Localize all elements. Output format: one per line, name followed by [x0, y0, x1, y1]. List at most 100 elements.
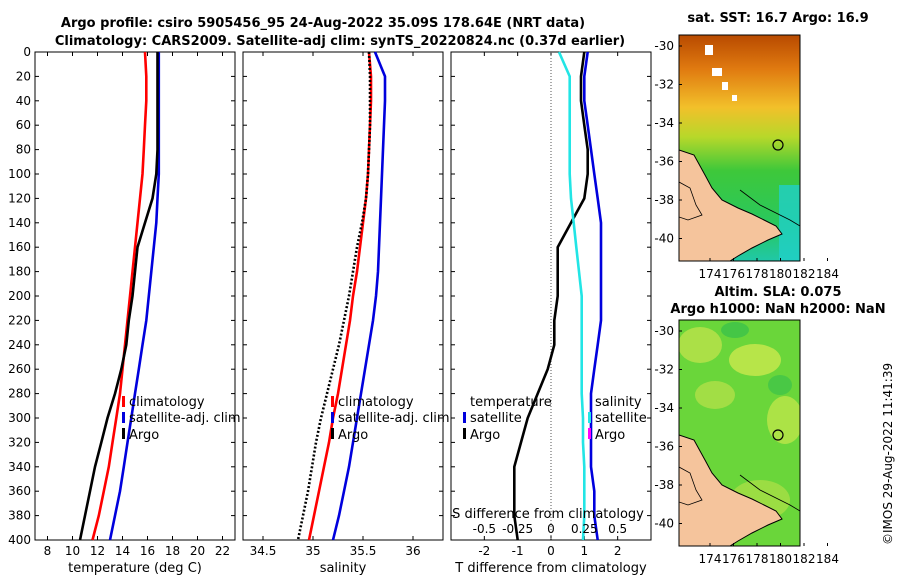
sst-missing-pixel	[732, 95, 737, 101]
series-line-s-satellite	[557, 51, 586, 541]
sla-lat-tick-label: -36	[654, 440, 674, 454]
legend-swatch-satellite	[331, 412, 334, 423]
legend-swatch-t-satellite	[463, 412, 466, 423]
y-tick-label: 80	[16, 143, 31, 157]
sst-lat-tick-label: -40	[654, 232, 674, 246]
sst-lon-tick-label: 176	[722, 267, 745, 281]
sst-lon-tick-label: 180	[769, 267, 792, 281]
sla-lat-tick-label: -30	[654, 324, 674, 338]
y-tick-label: 180	[8, 265, 31, 279]
x-tick-label: 14	[115, 544, 130, 558]
s-difference-axis-label: S difference from climatology	[452, 507, 644, 522]
y-tick-label: 100	[8, 167, 31, 181]
s-tick-label: -0.25	[502, 522, 533, 536]
sla-map-title2: Argo h1000: NaN h2000: NaN	[670, 302, 885, 317]
sla-lon-tick-label: 174	[699, 552, 722, 566]
legend-label-satellite: satellite-adj. clim	[338, 411, 450, 426]
sst-cool-patch	[779, 185, 800, 261]
legend-label-argo: Argo	[129, 428, 159, 443]
y-tick-label: 20	[16, 69, 31, 83]
y-tick-label: 380	[8, 509, 31, 523]
legend-swatch-satellite	[122, 412, 125, 423]
legend-swatch-s-argo	[588, 428, 591, 439]
argo-location-marker	[772, 139, 784, 151]
legend-swatch-t-argo	[463, 428, 466, 439]
depth-contour	[739, 474, 800, 512]
legend-label-satellite: satellite-adj. clim	[129, 411, 241, 426]
sla-map-frame	[678, 319, 801, 547]
y-tick-label: 240	[8, 338, 31, 352]
series-line-climatology	[91, 51, 148, 541]
series-line-climatology	[307, 51, 373, 541]
y-tick-label: 360	[8, 484, 31, 498]
sst-lon-tick-label: 174	[699, 267, 722, 281]
difference-panel: -2 -1 0 1 2 T difference from climatology	[450, 51, 652, 576]
x-axis-label: salinity	[320, 561, 367, 576]
sla-lon-tick-label: 176	[722, 552, 745, 566]
sst-lon-tick-label: 182	[793, 267, 816, 281]
y-tick-label: 60	[16, 118, 31, 132]
temperature-panel: 8 10 12 14 16 18 20 220204060801001201401601802…	[8, 45, 236, 576]
x-tick-label: 35	[305, 544, 320, 558]
difference-legend: temperature satellite Argo salinity sate…	[463, 395, 647, 443]
x-tick-label: 18	[165, 544, 180, 558]
sst-map: sat. SST: 16.7 Argo: 16.9	[678, 11, 869, 262]
legend-label-climatology: climatology	[129, 395, 205, 410]
legend-label-t-argo: Argo	[470, 428, 500, 443]
legend-label-s-argo: Argo	[595, 428, 625, 443]
x-tick-label: 16	[140, 544, 155, 558]
y-tick-label: 120	[8, 191, 31, 205]
x-tick-label: 12	[90, 544, 105, 558]
sla-map: Altim. SLA: 0.075 Argo h1000: NaN h2000:…	[670, 285, 886, 547]
sst-lat-tick-label: -38	[654, 193, 674, 207]
x-tick-label: 8	[44, 544, 52, 558]
s-tick-label: -0.5	[473, 522, 496, 536]
x-tick-label: 22	[215, 544, 230, 558]
y-tick-label: 40	[16, 94, 31, 108]
kermadec-islands	[816, 30, 833, 74]
y-tick-label: 220	[8, 313, 31, 327]
series-line-argo	[296, 51, 372, 541]
legend-swatch-argo	[331, 428, 334, 439]
sla-lon-tick-label: 178	[746, 552, 769, 566]
sst-lat-tick-label: -36	[654, 155, 674, 169]
y-tick-label: 300	[8, 411, 31, 425]
y-tick-label: 140	[8, 216, 31, 230]
series-line-t-argo	[512, 51, 590, 541]
y-tick-label: 260	[8, 362, 31, 376]
sla-lon-tick-label: 182	[793, 552, 816, 566]
y-tick-label: 320	[8, 435, 31, 449]
legend-swatch-argo	[122, 428, 125, 439]
x-tick-label: 1	[581, 544, 589, 558]
sst-lon-tick-label: 178	[746, 267, 769, 281]
y-tick-label: 400	[8, 533, 31, 547]
s-difference-ticks: -0.5 -0.25 0 0.25 0.5	[473, 522, 628, 536]
y-tick-label: 0	[23, 45, 31, 59]
sst-missing-pixel	[722, 82, 728, 90]
timestamp-label: ©IMOS 29-Aug-2022 11:41:39	[881, 363, 895, 545]
legend-swatch-climatology	[122, 396, 125, 407]
sst-lon-tick-label: 184	[816, 267, 839, 281]
legend-swatch-climatology	[331, 396, 334, 407]
depth-contour	[739, 189, 800, 227]
y-tick-label: 280	[8, 387, 31, 401]
y-tick-label: 340	[8, 460, 31, 474]
depth-contour	[679, 466, 703, 506]
temperature-legend: climatology satellite-adj. clim Argo	[122, 395, 241, 443]
sla-map-title1: Altim. SLA: 0.075	[715, 285, 842, 300]
sla-lat-tick-label: -40	[654, 517, 674, 531]
x-tick-label: 0	[547, 544, 555, 558]
x-tick-label: -1	[512, 544, 524, 558]
legend-label-t-satellite: satellite	[470, 411, 522, 426]
x-tick-label: 35.5	[350, 544, 377, 558]
sst-missing-pixel	[705, 45, 713, 55]
legend-label-s-satellite: satellite	[595, 411, 647, 426]
x-tick-label: 10	[65, 544, 80, 558]
series-line-satellite-adj.-clim	[331, 51, 387, 541]
sst-missing-pixel	[712, 68, 722, 76]
y-tick-label: 200	[8, 289, 31, 303]
series-line-satellite-adj.-clim	[108, 52, 161, 541]
legend-title-salinity: salinity	[595, 395, 642, 410]
